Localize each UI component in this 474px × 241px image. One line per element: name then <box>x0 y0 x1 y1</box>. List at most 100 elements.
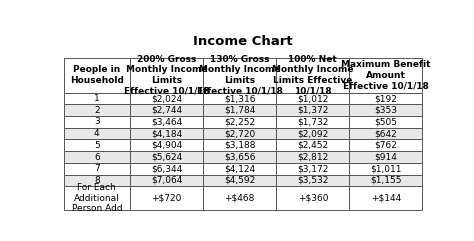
Bar <box>203 163 276 174</box>
Text: People in
Household: People in Household <box>70 65 124 85</box>
Text: $914: $914 <box>374 153 397 161</box>
Text: $505: $505 <box>374 117 397 127</box>
Bar <box>64 93 130 104</box>
Bar <box>64 151 130 163</box>
Text: $1,732: $1,732 <box>297 117 328 127</box>
Text: 1: 1 <box>94 94 100 103</box>
Text: 5: 5 <box>94 141 100 150</box>
Bar <box>276 174 349 186</box>
Text: $2,812: $2,812 <box>297 153 328 161</box>
Bar <box>130 58 203 93</box>
Bar <box>276 104 349 116</box>
Text: 3: 3 <box>94 117 100 127</box>
Bar <box>130 163 203 174</box>
Bar <box>349 140 422 151</box>
Text: For Each
Additional
Person Add: For Each Additional Person Add <box>72 183 122 213</box>
Bar <box>203 151 276 163</box>
Bar <box>64 163 130 174</box>
Bar <box>130 174 203 186</box>
Bar <box>349 163 422 174</box>
Text: $3,532: $3,532 <box>297 176 328 185</box>
Bar <box>349 174 422 186</box>
Text: $5,624: $5,624 <box>151 153 182 161</box>
Bar <box>130 186 203 210</box>
Bar <box>203 128 276 140</box>
Text: $4,124: $4,124 <box>224 164 255 173</box>
Bar <box>349 58 422 93</box>
Bar <box>130 128 203 140</box>
Text: $1,784: $1,784 <box>224 106 255 115</box>
Bar <box>64 116 130 128</box>
Bar <box>203 186 276 210</box>
Text: 200% Gross
Monthly Income
Limits
Effective 10/1/18: 200% Gross Monthly Income Limits Effecti… <box>124 54 210 96</box>
Text: $1,372: $1,372 <box>297 106 328 115</box>
Text: $353: $353 <box>374 106 397 115</box>
Bar <box>130 93 203 104</box>
Text: $4,592: $4,592 <box>224 176 255 185</box>
Text: 8: 8 <box>94 176 100 185</box>
Bar <box>349 186 422 210</box>
Bar <box>64 174 130 186</box>
Bar <box>64 140 130 151</box>
Text: +$720: +$720 <box>151 194 182 203</box>
Bar <box>130 151 203 163</box>
Text: 130% Gross
Monthly Income
Limits
Effective 10/1/18: 130% Gross Monthly Income Limits Effecti… <box>197 54 283 96</box>
Bar <box>203 58 276 93</box>
Bar <box>64 104 130 116</box>
Text: $2,744: $2,744 <box>151 106 182 115</box>
Text: $192: $192 <box>374 94 397 103</box>
Text: $4,904: $4,904 <box>151 141 182 150</box>
Text: 100% Net
Monthly Income
Limits Effective
10/1/18: 100% Net Monthly Income Limits Effective… <box>272 54 354 96</box>
Text: $2,092: $2,092 <box>297 129 328 138</box>
Bar <box>276 140 349 151</box>
Text: Income Chart: Income Chart <box>193 35 293 48</box>
Text: $642: $642 <box>374 129 397 138</box>
Text: $1,011: $1,011 <box>370 164 401 173</box>
Text: $7,064: $7,064 <box>151 176 182 185</box>
Bar <box>349 116 422 128</box>
Text: $3,464: $3,464 <box>151 117 182 127</box>
Bar <box>276 163 349 174</box>
Bar <box>64 128 130 140</box>
Text: $2,024: $2,024 <box>151 94 182 103</box>
Text: $1,316: $1,316 <box>224 94 255 103</box>
Text: $4,184: $4,184 <box>151 129 182 138</box>
Text: 7: 7 <box>94 164 100 173</box>
Text: 4: 4 <box>94 129 100 138</box>
Bar <box>130 116 203 128</box>
Text: $3,656: $3,656 <box>224 153 255 161</box>
Bar <box>276 93 349 104</box>
Bar <box>203 174 276 186</box>
Text: $2,252: $2,252 <box>224 117 255 127</box>
Text: $2,720: $2,720 <box>224 129 255 138</box>
Text: 6: 6 <box>94 153 100 161</box>
Text: Maximum Benefit
Amount
Effective 10/1/18: Maximum Benefit Amount Effective 10/1/18 <box>341 60 430 90</box>
Bar <box>276 116 349 128</box>
Bar <box>64 186 130 210</box>
Bar <box>349 128 422 140</box>
Text: $3,172: $3,172 <box>297 164 328 173</box>
Bar <box>276 58 349 93</box>
Bar <box>130 140 203 151</box>
Text: +$468: +$468 <box>225 194 255 203</box>
Text: 2: 2 <box>94 106 100 115</box>
Text: $762: $762 <box>374 141 397 150</box>
Bar <box>349 151 422 163</box>
Text: +$360: +$360 <box>298 194 328 203</box>
Text: $3,188: $3,188 <box>224 141 255 150</box>
Bar <box>276 151 349 163</box>
Text: $1,155: $1,155 <box>370 176 401 185</box>
Text: $1,012: $1,012 <box>297 94 328 103</box>
Text: $2,452: $2,452 <box>297 141 328 150</box>
Bar <box>203 116 276 128</box>
Bar <box>349 93 422 104</box>
Bar <box>276 186 349 210</box>
Bar <box>349 104 422 116</box>
Bar <box>64 58 130 93</box>
Bar <box>203 104 276 116</box>
Bar <box>203 140 276 151</box>
Text: $6,344: $6,344 <box>151 164 182 173</box>
Bar <box>130 104 203 116</box>
Bar <box>276 128 349 140</box>
Bar <box>203 93 276 104</box>
